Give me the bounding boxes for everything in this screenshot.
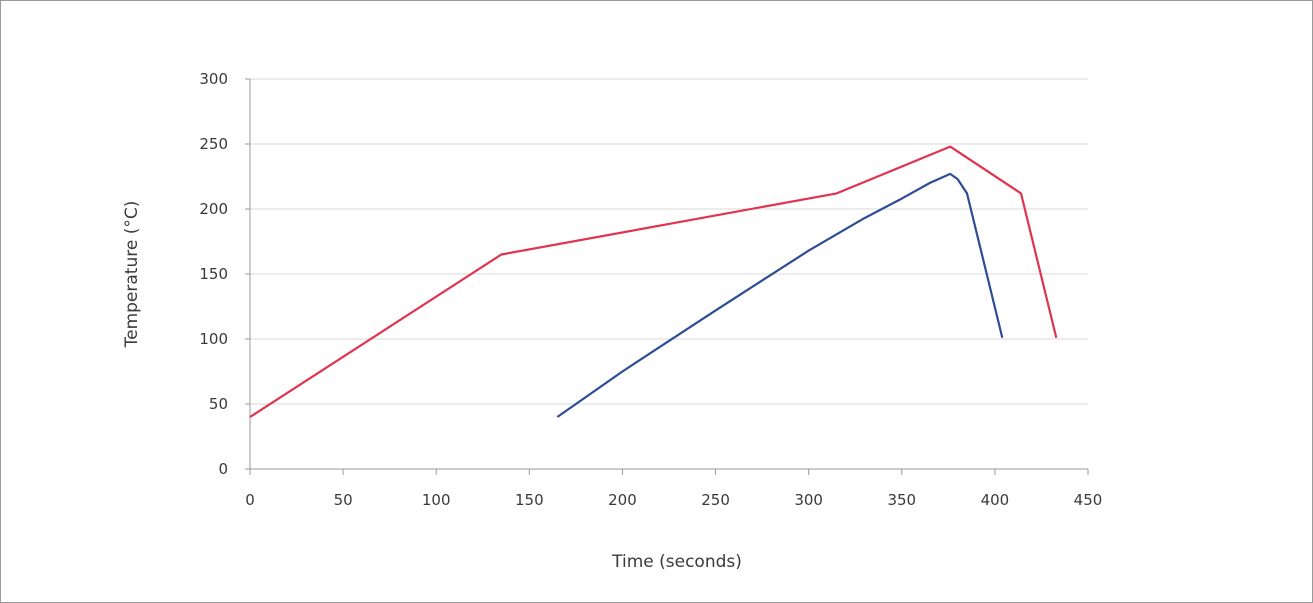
y-tick-label: 100 [199,330,228,348]
x-tick-label: 150 [515,491,544,509]
y-tick-label: 200 [199,200,228,218]
x-tick-label: 200 [608,491,637,509]
y-tick-label: 0 [218,460,228,478]
tick-labels: 0 50 100 150 200 250 300 0 50 100 150 200 250 300 350 4… [199,70,1102,509]
y-tick-label: 150 [199,265,228,283]
y-axis-title: Temperature (°C) [122,201,142,349]
x-tick-label: 350 [887,491,916,509]
x-tick-label: 0 [245,491,255,509]
grid-lines [250,78,1088,405]
series-line-1 [249,145,1058,418]
x-tick-label: 450 [1074,491,1103,509]
x-tick-label: 100 [422,491,451,509]
y-tick-label: 50 [209,395,228,413]
y-tick-label: 250 [199,135,228,153]
x-tick-label: 400 [981,491,1010,509]
x-tick-label: 300 [794,491,823,509]
x-tick-label: 50 [334,491,353,509]
x-tick-label: 250 [701,491,730,509]
y-tick-label: 300 [199,70,228,88]
series-line-2 [556,172,1004,418]
x-axis-title: Time (seconds) [611,552,742,572]
series-lines [249,145,1058,418]
axes [245,78,1089,475]
